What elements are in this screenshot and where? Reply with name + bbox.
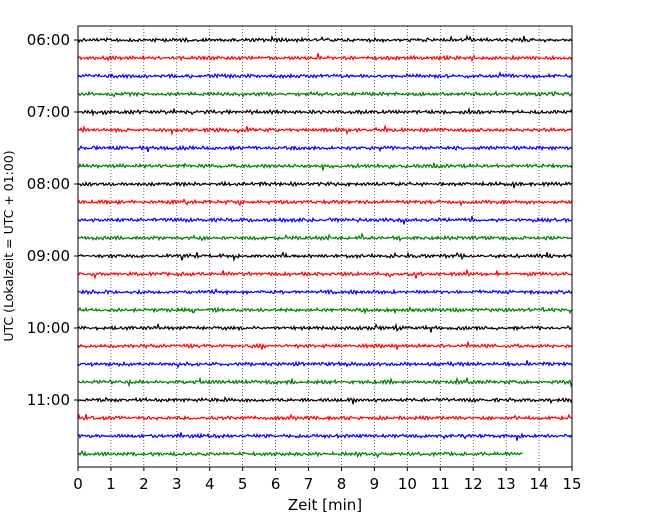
trace-line xyxy=(77,449,523,459)
trace-line xyxy=(77,70,573,80)
trace-line xyxy=(77,432,573,441)
x-tick-label: 6 xyxy=(271,475,281,493)
trace-line xyxy=(77,413,573,422)
x-tick-label: 0 xyxy=(73,475,83,493)
y-axis-label: UTC (Lokalzeit = UTC + 01:00) xyxy=(1,150,16,341)
trace-line xyxy=(77,341,573,350)
y-tick-label: 10:00 xyxy=(27,319,70,337)
y-tick-label: 11:00 xyxy=(27,391,70,409)
trace-line xyxy=(77,124,573,137)
x-tick-label: 1 xyxy=(106,475,116,493)
x-axis-label: Zeit [min] xyxy=(288,496,362,514)
x-tick-label: 15 xyxy=(562,475,581,493)
x-tick-label: 2 xyxy=(139,475,149,493)
trace-line xyxy=(77,197,573,207)
trace-line xyxy=(77,90,573,99)
x-tick-label: 12 xyxy=(464,475,483,493)
trace-line xyxy=(77,232,573,243)
plot-frame xyxy=(77,25,573,468)
x-tick-label: 8 xyxy=(337,475,347,493)
y-tick-label: 09:00 xyxy=(27,247,70,265)
trace-line xyxy=(77,144,573,153)
trace-line xyxy=(77,216,573,225)
x-tick-label: 10 xyxy=(398,475,417,493)
x-tick-label: 14 xyxy=(530,475,549,493)
x-tick-label: 4 xyxy=(205,475,215,493)
trace-group xyxy=(77,34,573,459)
x-tick-label: 13 xyxy=(497,475,516,493)
plot-background xyxy=(78,26,572,467)
trace-line xyxy=(77,180,573,189)
trace-line xyxy=(77,376,573,388)
trace-line xyxy=(77,34,573,44)
y-tick-label: 08:00 xyxy=(27,175,70,193)
trace-line xyxy=(77,322,573,333)
x-tick-label: 9 xyxy=(370,475,380,493)
trace-line xyxy=(77,269,573,280)
trace-line xyxy=(77,106,573,117)
trace-line xyxy=(77,287,573,296)
x-tick-label: 5 xyxy=(238,475,248,493)
y-axis-ticks: 06:00 07:00 08:00 09:00 10:00 11:00 xyxy=(27,31,78,409)
trace-line xyxy=(77,360,573,369)
y-tick-label: 07:00 xyxy=(27,103,70,121)
trace-line xyxy=(77,251,573,263)
y-tick-label: 06:00 xyxy=(27,31,70,49)
x-tick-label: 11 xyxy=(431,475,450,493)
trace-line xyxy=(77,53,573,63)
x-axis-ticks: 0 1 2 3 4 5 6 7 8 9 10 11 12 13 14 15 xyxy=(73,467,582,493)
x-tick-label: 3 xyxy=(172,475,182,493)
x-tick-label: 7 xyxy=(304,475,314,493)
trace-line xyxy=(77,162,573,171)
trace-line xyxy=(77,306,573,315)
trace-line xyxy=(77,396,573,405)
